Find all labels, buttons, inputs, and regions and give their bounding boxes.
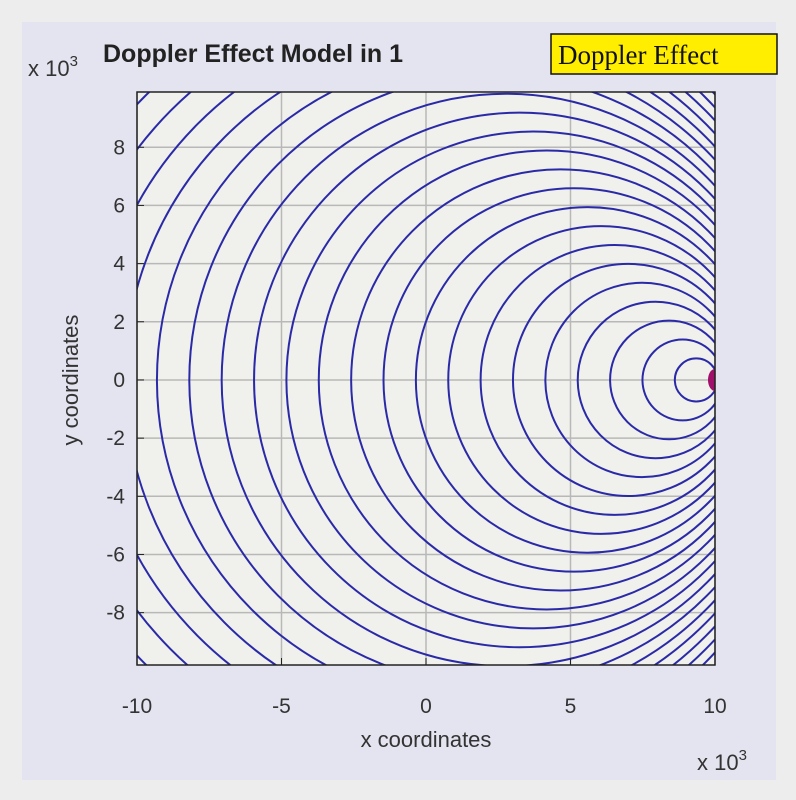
wavefront-circle: [447, 225, 715, 535]
wavefront-circle: [350, 168, 715, 592]
chart-title: Doppler Effect Model in 1: [103, 40, 403, 68]
wavefront-circle: [317, 149, 715, 611]
annotation-box: [550, 33, 778, 75]
source-marker: [708, 368, 715, 391]
wavefront-circle: [188, 92, 715, 665]
y-tick-label: 6: [113, 194, 125, 217]
wavefront-circle: [382, 187, 715, 573]
x-multiplier: x 103: [697, 747, 747, 775]
ticks: -10 -5 0 5 10 -8 -6 -4 -2 0 2 4 6 8: [106, 136, 726, 718]
annotation-text: Doppler Effect: [558, 40, 719, 70]
y-axis-label: y coordinates: [58, 315, 83, 446]
wavefront-circle: [414, 206, 715, 554]
y-tick-label: 0: [113, 369, 125, 392]
wavefront-circle: [673, 357, 715, 403]
y-multiplier: x 103: [28, 53, 78, 81]
y-tick-label: -8: [106, 602, 125, 625]
x-tick-label: 5: [565, 695, 577, 718]
wavefront-circle: [156, 92, 715, 665]
wavefront-circle: [479, 244, 715, 516]
wavefront-circle: [285, 130, 715, 630]
y-tick-label: -4: [106, 485, 125, 508]
wavefront-circle: [220, 92, 715, 665]
x-tick-label: 0: [420, 695, 432, 718]
wavefront-circle: [576, 300, 715, 460]
x-tick-label: 10: [703, 695, 726, 718]
y-tick-label: 2: [113, 311, 125, 334]
x-tick-label: -5: [272, 695, 291, 718]
y-tick-label: 8: [113, 136, 125, 159]
x-tick-label: -10: [122, 695, 152, 718]
x-axis-label: x coordinates: [361, 727, 492, 752]
y-tick-label: 4: [113, 253, 125, 276]
wavefront-circle: [544, 281, 715, 479]
wavefront-circle: [253, 111, 715, 649]
y-tick-label: -6: [106, 543, 125, 566]
y-tick-label: -2: [106, 427, 125, 450]
wavefront-circle: [609, 319, 715, 441]
wavefront-circle: [641, 338, 715, 422]
wavefront-circle: [512, 262, 715, 497]
